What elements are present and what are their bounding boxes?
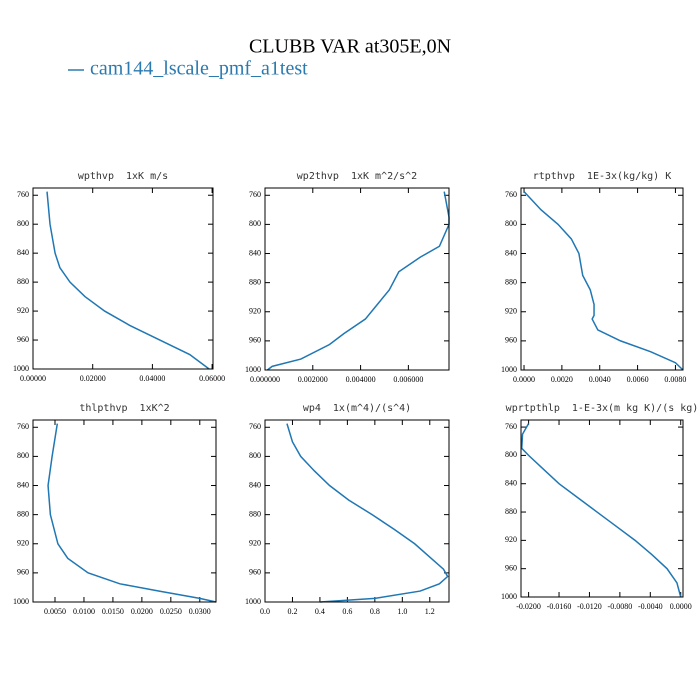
x-tick-label: 0.2 [287,607,297,616]
x-tick-label: 0.06000 [199,374,225,383]
x-tick-label: 0.0000 [513,375,535,384]
figure-title: CLUBB VAR at305E,0N [249,36,451,58]
x-tick-label: 0.0060 [627,375,649,384]
profile-line [520,423,682,598]
y-tick-label: 800 [505,450,517,459]
y-tick-label: 960 [249,336,261,345]
x-tick-label: 0.0200 [131,607,153,616]
plot-frame [32,419,217,603]
x-tick-label: 1.2 [425,607,435,616]
legend-label: cam144_lscale_pmf_a1test [90,58,308,80]
y-tick-label: 800 [17,451,29,460]
y-tick-label: 880 [17,277,29,286]
y-tick-label: 760 [249,422,261,431]
y-tick-label: 840 [505,248,517,257]
profile-line [266,191,450,371]
x-tick-label: 0.8 [370,607,380,616]
x-tick-label: 0.0080 [664,375,686,384]
y-tick-label: 880 [505,277,517,286]
y-tick-label: 880 [17,509,29,518]
y-tick-label: 920 [249,539,261,548]
x-tick-label: 0.4 [315,607,325,616]
x-tick-label: 0.0050 [44,607,66,616]
x-tick-label: 0.0040 [589,375,611,384]
y-tick-label: 1000 [13,364,29,373]
panel-title: wprtpthlp 1-E-3x(m kg K)/(s kg) [506,403,699,414]
plot-frame [520,419,684,598]
plot-frame [32,187,214,370]
x-tick-label: 0.002000 [298,375,328,384]
plot-frame [264,419,450,603]
y-tick-label: 920 [505,535,517,544]
y-tick-label: 960 [505,336,517,345]
x-tick-label: -0.0040 [638,602,663,611]
y-tick-label: 880 [505,507,517,516]
profile-line [286,423,449,603]
x-tick-label: 0.02000 [80,374,106,383]
y-tick-label: 840 [17,480,29,489]
x-tick-label: 0.0100 [73,607,95,616]
y-tick-label: 1000 [13,597,29,606]
y-tick-label: 880 [249,277,261,286]
x-tick-label: -0.0200 [516,602,541,611]
y-tick-label: 1000 [501,365,517,374]
panel-title: rtpthvp 1E-3x(kg/kg) K [533,171,671,182]
panel-title: wpthvp 1xK m/s [78,171,168,182]
y-tick-label: 1000 [501,592,517,601]
y-tick-label: 880 [249,509,261,518]
plot-frame [520,187,684,371]
y-tick-label: 760 [505,190,517,199]
y-tick-label: 760 [505,422,517,431]
x-tick-label: -0.0080 [608,602,633,611]
y-tick-label: 800 [249,451,261,460]
x-tick-label: 0.00000 [20,374,46,383]
y-tick-label: 960 [17,568,29,577]
y-tick-label: 840 [17,248,29,257]
y-tick-label: 800 [17,219,29,228]
y-tick-label: 960 [505,564,517,573]
x-tick-label: 0.0020 [551,375,573,384]
y-tick-label: 920 [249,307,261,316]
x-tick-label: 0.0150 [102,607,124,616]
x-tick-label: 0.004000 [346,375,376,384]
y-tick-label: 920 [17,306,29,315]
y-tick-label: 800 [249,219,261,228]
y-tick-label: 840 [505,479,517,488]
x-tick-label: 0.6 [342,607,352,616]
y-tick-label: 960 [249,568,261,577]
y-tick-label: 760 [249,190,261,199]
y-tick-label: 960 [17,335,29,344]
panel-title: wp2thvp 1xK m^2/s^2 [297,171,417,182]
x-tick-label: 1.0 [397,607,407,616]
profile-line [523,191,684,371]
x-tick-label: 0.0300 [189,607,211,616]
y-tick-label: 760 [17,190,29,199]
x-tick-label: 0.000000 [250,375,280,384]
y-tick-label: 840 [249,248,261,257]
x-tick-label: -0.0160 [547,602,572,611]
panel-title: thlpthvp 1xK^2 [79,403,169,414]
y-tick-label: 1000 [245,365,261,374]
x-tick-label: 0.04000 [139,374,165,383]
x-tick-label: -0.0120 [577,602,602,611]
y-tick-label: 760 [17,422,29,431]
profile-line [47,423,217,603]
profile-line [46,191,210,370]
x-tick-label: 0.0250 [160,607,182,616]
y-tick-label: 920 [505,307,517,316]
x-tick-label: 0.0 [260,607,270,616]
x-tick-label: 0.0000 [670,602,692,611]
plot-frame [264,187,450,371]
y-tick-label: 800 [505,219,517,228]
y-tick-label: 920 [17,539,29,548]
x-tick-label: 0.006000 [393,375,423,384]
y-tick-label: 840 [249,480,261,489]
y-tick-label: 1000 [245,597,261,606]
panel-title: wp4 1x(m^4)/(s^4) [303,403,411,414]
